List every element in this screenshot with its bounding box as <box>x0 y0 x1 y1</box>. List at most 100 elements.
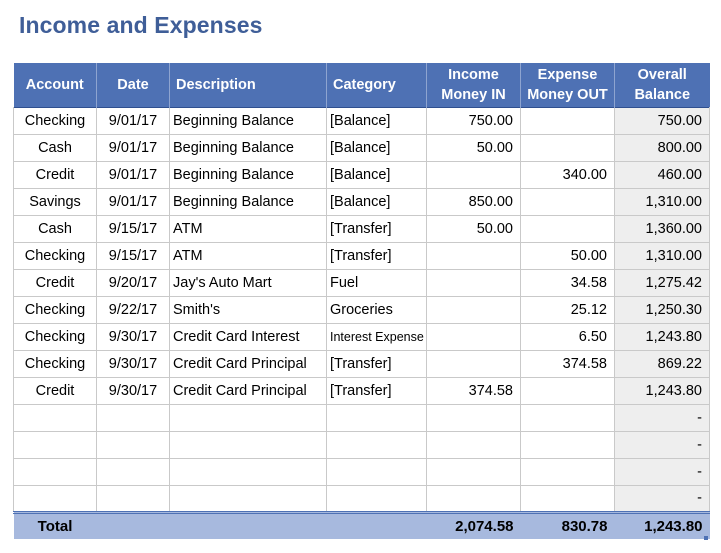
account-cell[interactable]: Cash <box>13 215 97 243</box>
category-cell[interactable]: Groceries <box>326 296 427 324</box>
description-cell[interactable]: Beginning Balance <box>169 107 327 135</box>
expense-cell[interactable]: 34.58 <box>520 269 615 297</box>
income-cell[interactable]: 750.00 <box>426 107 521 135</box>
column-header-category[interactable]: Category <box>326 63 427 107</box>
account-cell[interactable] <box>13 458 97 486</box>
account-cell[interactable]: Checking <box>13 296 97 324</box>
balance-cell[interactable]: 460.00 <box>614 161 710 189</box>
balance-cell[interactable]: - <box>614 404 710 432</box>
description-cell[interactable]: Credit Card Principal <box>169 350 327 378</box>
expense-cell[interactable] <box>520 485 615 513</box>
account-cell[interactable] <box>13 431 97 459</box>
income-cell[interactable] <box>426 431 521 459</box>
expense-cell[interactable] <box>520 458 615 486</box>
column-header-date[interactable]: Date <box>96 63 170 107</box>
column-header-balance[interactable]: Overall Balance <box>634 66 691 103</box>
description-cell[interactable]: Smith's <box>169 296 327 324</box>
expense-cell[interactable]: 340.00 <box>520 161 615 189</box>
column-header-description[interactable]: Description <box>169 63 327 107</box>
income-cell[interactable] <box>426 458 521 486</box>
date-cell[interactable]: 9/30/17 <box>96 377 170 405</box>
description-cell[interactable]: Jay's Auto Mart <box>169 269 327 297</box>
description-cell[interactable]: Credit Card Principal <box>169 377 327 405</box>
expense-cell[interactable]: 6.50 <box>520 323 615 351</box>
description-cell[interactable] <box>169 404 327 432</box>
category-cell[interactable]: Interest Expense <box>326 323 427 351</box>
category-cell[interactable] <box>326 404 427 432</box>
expense-cell[interactable] <box>520 377 615 405</box>
expense-cell[interactable]: 374.58 <box>520 350 615 378</box>
description-cell[interactable]: Beginning Balance <box>169 134 327 162</box>
balance-cell[interactable]: 1,310.00 <box>614 188 710 216</box>
date-cell[interactable] <box>96 458 170 486</box>
description-cell[interactable]: Beginning Balance <box>169 188 327 216</box>
balance-cell[interactable]: 1,360.00 <box>614 215 710 243</box>
account-cell[interactable] <box>13 485 97 513</box>
description-cell[interactable]: ATM <box>169 242 327 270</box>
category-cell[interactable]: [Balance] <box>326 161 427 189</box>
category-cell[interactable] <box>326 485 427 513</box>
description-cell[interactable]: Credit Card Interest <box>169 323 327 351</box>
description-cell[interactable] <box>169 431 327 459</box>
description-cell[interactable] <box>169 458 327 486</box>
balance-cell[interactable]: - <box>614 458 710 486</box>
balance-cell[interactable]: 1,243.80 <box>614 377 710 405</box>
balance-cell[interactable]: 800.00 <box>614 134 710 162</box>
expense-cell[interactable]: 50.00 <box>520 242 615 270</box>
account-cell[interactable]: Credit <box>13 269 97 297</box>
balance-cell[interactable]: 1,310.00 <box>614 242 710 270</box>
expense-cell[interactable] <box>520 134 615 162</box>
category-cell[interactable]: [Balance] <box>326 107 427 135</box>
date-cell[interactable]: 9/15/17 <box>96 242 170 270</box>
category-cell[interactable]: [Balance] <box>326 188 427 216</box>
category-cell[interactable]: [Transfer] <box>326 350 427 378</box>
income-cell[interactable]: 50.00 <box>426 215 521 243</box>
date-cell[interactable] <box>96 431 170 459</box>
category-cell[interactable]: [Transfer] <box>326 215 427 243</box>
category-cell[interactable]: [Transfer] <box>326 377 427 405</box>
column-header-account[interactable]: Account <box>13 63 97 107</box>
expense-cell[interactable] <box>520 431 615 459</box>
income-cell[interactable]: 850.00 <box>426 188 521 216</box>
account-cell[interactable]: Checking <box>13 107 97 135</box>
income-cell[interactable]: 50.00 <box>426 134 521 162</box>
account-cell[interactable] <box>13 404 97 432</box>
account-cell[interactable]: Savings <box>13 188 97 216</box>
income-cell[interactable]: 374.58 <box>426 377 521 405</box>
balance-cell[interactable]: - <box>614 431 710 459</box>
income-cell[interactable] <box>426 242 521 270</box>
date-cell[interactable]: 9/01/17 <box>96 161 170 189</box>
date-cell[interactable]: 9/15/17 <box>96 215 170 243</box>
date-cell[interactable] <box>96 485 170 513</box>
description-cell[interactable] <box>169 485 327 513</box>
account-cell[interactable]: Checking <box>13 323 97 351</box>
date-cell[interactable] <box>96 404 170 432</box>
expense-cell[interactable]: 25.12 <box>520 296 615 324</box>
balance-cell[interactable]: 1,250.30 <box>614 296 710 324</box>
account-cell[interactable]: Checking <box>13 242 97 270</box>
date-cell[interactable]: 9/01/17 <box>96 188 170 216</box>
category-cell[interactable] <box>326 431 427 459</box>
income-cell[interactable] <box>426 161 521 189</box>
expense-cell[interactable] <box>520 215 615 243</box>
expense-cell[interactable] <box>520 404 615 432</box>
expense-cell[interactable] <box>520 188 615 216</box>
date-cell[interactable]: 9/30/17 <box>96 350 170 378</box>
income-cell[interactable] <box>426 404 521 432</box>
column-header-income[interactable]: Income Money IN <box>426 63 521 107</box>
date-cell[interactable]: 9/01/17 <box>96 107 170 135</box>
balance-cell[interactable]: 1,243.80 <box>614 323 710 351</box>
account-cell[interactable]: Cash <box>13 134 97 162</box>
account-cell[interactable]: Credit <box>13 161 97 189</box>
category-cell[interactable] <box>326 458 427 486</box>
date-cell[interactable]: 9/22/17 <box>96 296 170 324</box>
date-cell[interactable]: 9/30/17 <box>96 323 170 351</box>
expense-cell[interactable] <box>520 107 615 135</box>
description-cell[interactable]: Beginning Balance <box>169 161 327 189</box>
balance-cell[interactable]: 869.22 <box>614 350 710 378</box>
income-cell[interactable] <box>426 269 521 297</box>
income-cell[interactable] <box>426 485 521 513</box>
category-cell[interactable]: [Balance] <box>326 134 427 162</box>
description-cell[interactable]: ATM <box>169 215 327 243</box>
income-cell[interactable] <box>426 323 521 351</box>
